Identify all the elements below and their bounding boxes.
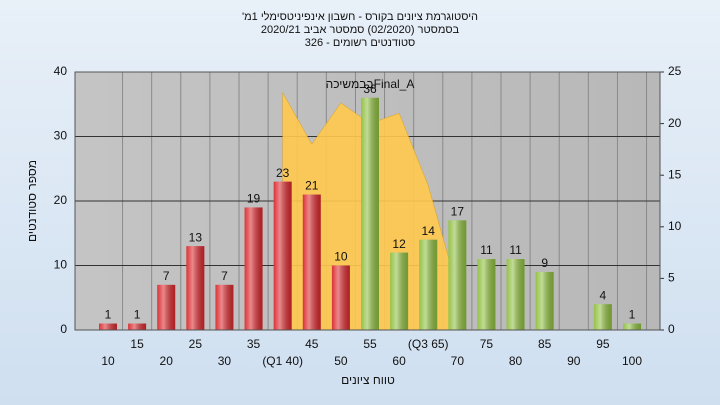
bar-shine <box>186 246 205 330</box>
bar-shine <box>448 220 467 330</box>
bar-shine <box>361 97 379 330</box>
y2-tick-label: 10 <box>668 219 682 233</box>
x-tick-label: 15 <box>130 337 144 351</box>
value-label: 17 <box>451 205 465 219</box>
bar-shine <box>623 323 641 330</box>
value-label: 14 <box>422 224 436 238</box>
value-label: 7 <box>221 269 228 283</box>
x-tick-label: 90 <box>567 354 581 368</box>
y2-tick-label: 20 <box>668 116 682 130</box>
chart-subtitle: בסמסטר (02/2020) סמסטר אביב 2020/21 <box>261 24 460 36</box>
y2-tick-label: 0 <box>668 322 675 336</box>
bar-shine <box>244 207 263 330</box>
value-label: 9 <box>541 256 548 270</box>
y-tick-label: 10 <box>54 258 68 272</box>
value-label: 12 <box>392 237 406 251</box>
y-tick-label: 30 <box>54 129 68 143</box>
x-tick-label: 20 <box>160 354 174 368</box>
y-tick-label: 20 <box>54 193 68 207</box>
x-tick-label: 70 <box>451 354 465 368</box>
value-label: 1 <box>629 308 636 322</box>
x-tick-label: 60 <box>392 354 406 368</box>
x-tick-label: 35 <box>247 337 261 351</box>
x-tick-label: (Q3 65) <box>408 337 449 351</box>
value-label: 19 <box>247 192 261 206</box>
x-tick-label: 80 <box>509 354 523 368</box>
value-label: 36 <box>363 82 377 96</box>
value-label: 7 <box>163 269 170 283</box>
area-label: בבמשיכהFinal_A <box>326 77 415 91</box>
chart-subtitle: סטודנטים רשומים - 326 <box>305 37 416 49</box>
x-tick-label: 30 <box>218 354 232 368</box>
x-tick-label: (Q1 40) <box>262 354 303 368</box>
value-label: 10 <box>334 250 348 264</box>
x-tick-label: 100 <box>622 354 642 368</box>
y2-tick-label: 15 <box>668 167 682 181</box>
value-label: 1 <box>134 308 141 322</box>
value-label: 11 <box>480 243 493 257</box>
y2-tick-label: 5 <box>668 271 675 285</box>
bar-shine <box>390 252 409 330</box>
value-label: 11 <box>509 243 522 257</box>
x-tick-label: 95 <box>596 337 610 351</box>
x-tick-label: 75 <box>480 337 494 351</box>
bar-shine <box>506 259 525 330</box>
value-label: 13 <box>189 230 203 244</box>
bar-shine <box>593 304 612 330</box>
x-tick-label: 25 <box>189 337 203 351</box>
bar-shine <box>215 284 234 330</box>
bar-shine <box>419 239 438 330</box>
value-label: 21 <box>305 179 319 193</box>
x-tick-label: 10 <box>101 354 115 368</box>
x-tick-label: 50 <box>334 354 348 368</box>
bar-shine <box>477 259 496 330</box>
x-tick-label: 85 <box>538 337 552 351</box>
y-tick-label: 0 <box>60 322 67 336</box>
x-axis-label: טווח ציונים <box>341 373 395 387</box>
bar-shine <box>157 284 176 330</box>
x-tick-label: 55 <box>363 337 377 351</box>
y-axis-label: מספר סטודנטים <box>25 160 39 242</box>
bar-shine <box>273 181 292 330</box>
bar-shine <box>302 194 321 330</box>
value-label: 4 <box>600 288 607 302</box>
bar-shine <box>99 323 117 330</box>
x-tick-label: 45 <box>305 337 319 351</box>
y2-tick-label: 25 <box>668 64 682 78</box>
chart-title: היסטוגרמת ציונים בקורס - חשבון אינפיניטס… <box>242 10 478 23</box>
value-label: 23 <box>276 166 290 180</box>
bar-shine <box>331 265 350 330</box>
bar-shine <box>128 323 147 330</box>
plot-border <box>74 71 661 331</box>
bar-shine <box>535 271 554 330</box>
value-label: 1 <box>105 308 112 322</box>
y-tick-label: 40 <box>54 64 68 78</box>
